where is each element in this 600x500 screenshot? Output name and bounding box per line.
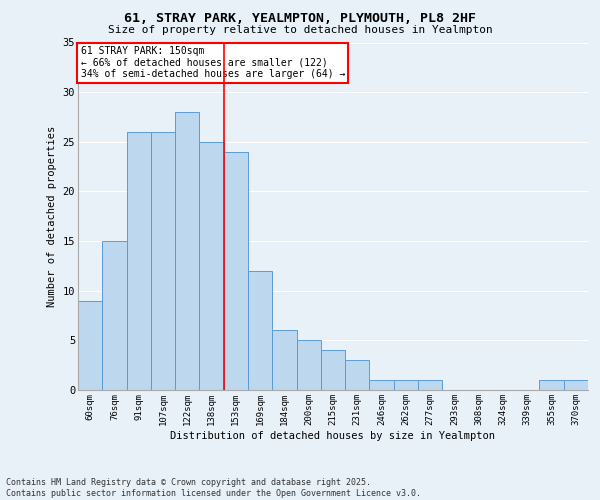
Bar — [418, 380, 442, 390]
Bar — [248, 271, 272, 390]
Text: 61, STRAY PARK, YEALMPTON, PLYMOUTH, PL8 2HF: 61, STRAY PARK, YEALMPTON, PLYMOUTH, PL8… — [124, 12, 476, 26]
Bar — [78, 300, 102, 390]
Bar — [564, 380, 588, 390]
Bar — [102, 241, 127, 390]
Bar — [296, 340, 321, 390]
Bar — [199, 142, 224, 390]
Text: Contains HM Land Registry data © Crown copyright and database right 2025.
Contai: Contains HM Land Registry data © Crown c… — [6, 478, 421, 498]
Text: Size of property relative to detached houses in Yealmpton: Size of property relative to detached ho… — [107, 25, 493, 35]
Bar — [272, 330, 296, 390]
Bar — [539, 380, 564, 390]
Bar — [224, 152, 248, 390]
Bar — [127, 132, 151, 390]
Bar — [175, 112, 199, 390]
Bar — [345, 360, 370, 390]
X-axis label: Distribution of detached houses by size in Yealmpton: Distribution of detached houses by size … — [170, 430, 496, 440]
Bar — [151, 132, 175, 390]
Y-axis label: Number of detached properties: Number of detached properties — [47, 126, 57, 307]
Bar — [394, 380, 418, 390]
Bar — [321, 350, 345, 390]
Text: 61 STRAY PARK: 150sqm
← 66% of detached houses are smaller (122)
34% of semi-det: 61 STRAY PARK: 150sqm ← 66% of detached … — [80, 46, 345, 79]
Bar — [370, 380, 394, 390]
